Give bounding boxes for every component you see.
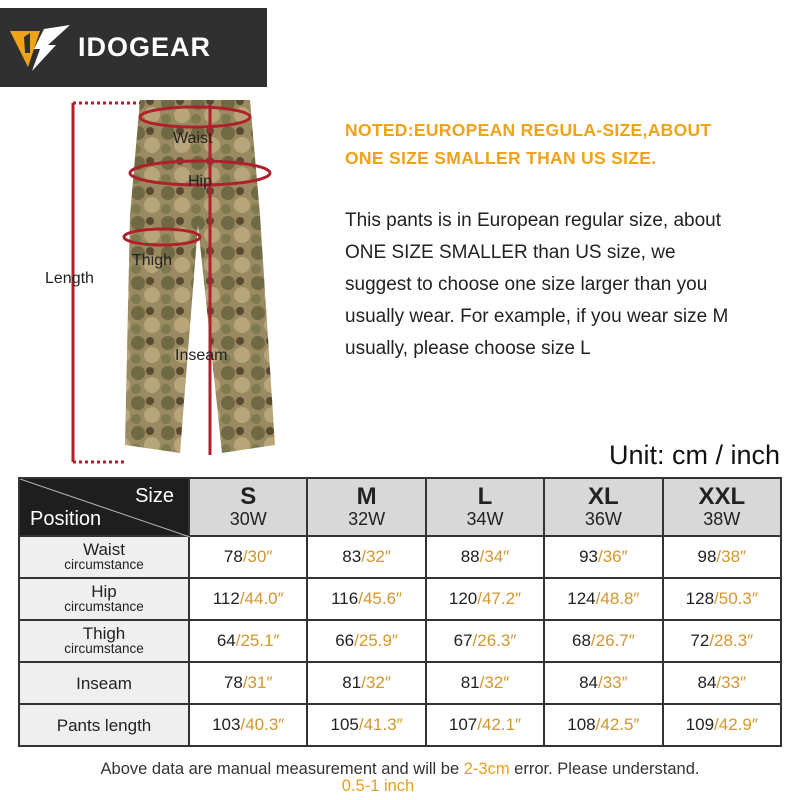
measurement-cell: 81/32″ <box>424 661 546 705</box>
measurement-cell: 107/42.1″ <box>424 703 546 747</box>
measurement-cell: 124/48.8″ <box>543 577 664 621</box>
measurement-cell: 105/41.3″ <box>306 703 427 747</box>
brand-name: IDOGEAR <box>78 32 212 62</box>
corner-cell: Size Position <box>18 477 190 537</box>
size-header: M 32W <box>306 477 427 537</box>
position-cell: Hip circumstance <box>18 577 190 621</box>
table-row: Thigh circumstance 64/25.1″ 66/25.9″ 67/26.3… <box>18 619 783 663</box>
position-cell: Waist circumstance <box>18 535 190 579</box>
measurement-cell: 116/45.6″ <box>306 577 427 621</box>
measurement-cell: 67/26.3″ <box>424 619 546 663</box>
position-cell: Inseam <box>18 661 190 705</box>
table-row: Hip circumstance 112/44.0″ 116/45.6″ 120/47.… <box>18 577 783 621</box>
position-cell: Pants length <box>18 703 190 747</box>
table-row: Pants length 103/40.3″ 105/41.3″ 107/42.1″ 1… <box>18 703 783 747</box>
unit-label: Unit: cm / inch <box>608 440 780 470</box>
pants-illustration <box>71 100 275 464</box>
table-header-row: Size Position S 30W M 32W L 34W XL 36W XXL 38… <box>18 477 783 537</box>
waist-label: Waist <box>173 130 213 147</box>
size-header: L 34W <box>424 477 546 537</box>
brand-logo: IDOGEAR <box>0 8 267 87</box>
measurement-cell: 109/42.9″ <box>661 703 783 747</box>
size-header: S 30W <box>187 477 309 537</box>
measurement-cell: 78/30″ <box>187 535 309 579</box>
measurement-cell: 64/25.1″ <box>187 619 309 663</box>
size-header: XL 36W <box>543 477 664 537</box>
length-label: Length <box>45 270 94 287</box>
measurement-cell: 120/47.2″ <box>424 577 546 621</box>
size-note: NOTED:EUROPEAN REGULA-SIZE,ABOUT ONE SIZ… <box>345 120 712 168</box>
measurement-cell: 84/33″ <box>543 661 664 705</box>
thigh-label: Thigh <box>132 252 173 269</box>
logo-icon <box>10 24 70 71</box>
measurement-cell: 66/25.9″ <box>306 619 427 663</box>
measurement-cell: 68/26.7″ <box>543 619 664 663</box>
measurement-cell: 108/42.5″ <box>543 703 664 747</box>
measurement-cell: 83/32″ <box>306 535 427 579</box>
measurement-cell: 72/28.3″ <box>661 619 783 663</box>
corner-size-label: Size <box>135 485 174 507</box>
hip-label: Hip <box>188 173 213 190</box>
measurement-cell: 88/34″ <box>424 535 546 579</box>
measurement-cell: 98/38″ <box>661 535 783 579</box>
inseam-label: Inseam <box>175 347 228 364</box>
table-row: Inseam 78/31″ 81/32″ 81/32″ 84/33″ 84/33″ <box>18 661 783 705</box>
measurement-cell: 112/44.0″ <box>187 577 309 621</box>
size-header: XXL 38W <box>661 477 783 537</box>
measurement-cell: 78/31″ <box>187 661 309 705</box>
footer-inch-range: 0.5-1 inch <box>341 777 415 795</box>
size-chart-table: Size Position S 30W M 32W L 34W XL 36W XXL 38… <box>18 477 783 747</box>
corner-position-label: Position <box>30 508 102 530</box>
measurement-cell: 81/32″ <box>306 661 427 705</box>
measurement-cell: 93/36″ <box>543 535 664 579</box>
table-row: Waist circumstance 78/30″ 83/32″ 88/34″ 93/36… <box>18 535 783 579</box>
measurement-cell: 128/50.3″ <box>661 577 783 621</box>
measurement-cell: 84/33″ <box>661 661 783 705</box>
pants-measurement-figure: Waist Hip Thigh Length Inseam <box>45 95 290 465</box>
measurement-cell: 103/40.3″ <box>187 703 309 747</box>
footer-disclaimer: Above data are manual measurement and wi… <box>100 760 700 778</box>
size-description: This pants is in European regular size, … <box>345 210 729 359</box>
position-cell: Thigh circumstance <box>18 619 190 663</box>
